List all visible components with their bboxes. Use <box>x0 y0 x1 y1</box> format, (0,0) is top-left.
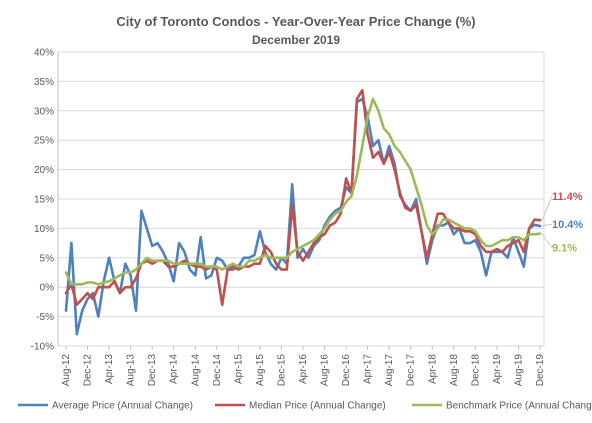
y-tick-label: 10% <box>34 224 54 235</box>
y-tick-label: 5% <box>40 253 55 264</box>
y-tick-label: 40% <box>34 48 54 59</box>
end-label-leader <box>541 223 553 227</box>
y-tick-label: 0% <box>40 283 55 294</box>
x-tick-label: Aug-19 <box>513 354 524 387</box>
x-tick-label: Aug-17 <box>384 354 395 387</box>
legend: Average Price (Annual Change) Median Pric… <box>18 401 592 412</box>
x-tick-label: Dec-16 <box>341 354 352 387</box>
x-tick-label: Apr-19 <box>492 354 503 384</box>
y-tick-label: 30% <box>34 106 54 117</box>
y-tick-label: 35% <box>34 77 54 88</box>
legend-label: Median Price (Annual Change) <box>249 401 386 412</box>
series-line <box>64 97 542 286</box>
end-label: 9.1% <box>552 243 577 255</box>
end-labels: 11.4% 10.4% 9.1% <box>541 191 583 255</box>
y-tick-label: 15% <box>34 195 54 206</box>
x-tick-label: Aug-15 <box>255 354 266 387</box>
x-tick-label: Dec-17 <box>406 354 417 387</box>
x-axis: Aug-12 Dec-12 Apr-13 Aug-13 Dec-13 Apr-14 Aug-… <box>61 346 546 386</box>
x-tick-label: Dec-19 <box>535 354 546 387</box>
x-tick-label: Apr-14 <box>169 354 180 384</box>
x-tick-label: Aug-14 <box>190 354 201 387</box>
end-label-leader <box>541 233 553 248</box>
x-tick-label: Dec-14 <box>212 354 223 387</box>
end-label: 11.4% <box>552 191 583 203</box>
chart-title: City of Toronto Condos - Year-Over-Year … <box>116 14 475 29</box>
legend-label: Average Price (Annual Change) <box>52 401 193 412</box>
y-tick-label: 20% <box>34 165 54 176</box>
x-tick-label: Dec-15 <box>276 354 287 387</box>
series-lines <box>64 88 542 336</box>
end-label: 10.4% <box>552 219 583 231</box>
x-tick-label: Apr-13 <box>104 354 115 384</box>
series-line <box>64 97 542 336</box>
end-label-leader <box>541 196 553 221</box>
x-tick-label: Apr-16 <box>298 354 309 384</box>
x-tick-label: Dec-12 <box>83 354 94 387</box>
series-line <box>64 88 542 307</box>
y-tick-label: 25% <box>34 136 54 147</box>
y-tick-label: -5% <box>36 312 54 323</box>
x-tick-label: Aug-18 <box>449 354 460 387</box>
x-tick-label: Apr-18 <box>427 354 438 384</box>
gridlines <box>57 51 545 347</box>
legend-label: Benchmark Price (Annual Change) <box>446 401 592 412</box>
x-tick-label: Aug-12 <box>61 354 72 387</box>
y-tick-label: -10% <box>31 342 54 353</box>
x-tick-label: Dec-18 <box>470 354 481 387</box>
x-tick-label: Apr-15 <box>233 354 244 384</box>
y-axis: -10% -5% 0% 5% 10% 15% 20% 25% 30% 35% 40% <box>31 48 54 353</box>
x-tick-label: Aug-13 <box>126 354 137 387</box>
x-tick-label: Dec-13 <box>147 354 158 387</box>
chart-subtitle: December 2019 <box>252 33 340 47</box>
x-tick-label: Aug-16 <box>320 354 331 387</box>
x-tick-label: Apr-17 <box>363 354 374 384</box>
